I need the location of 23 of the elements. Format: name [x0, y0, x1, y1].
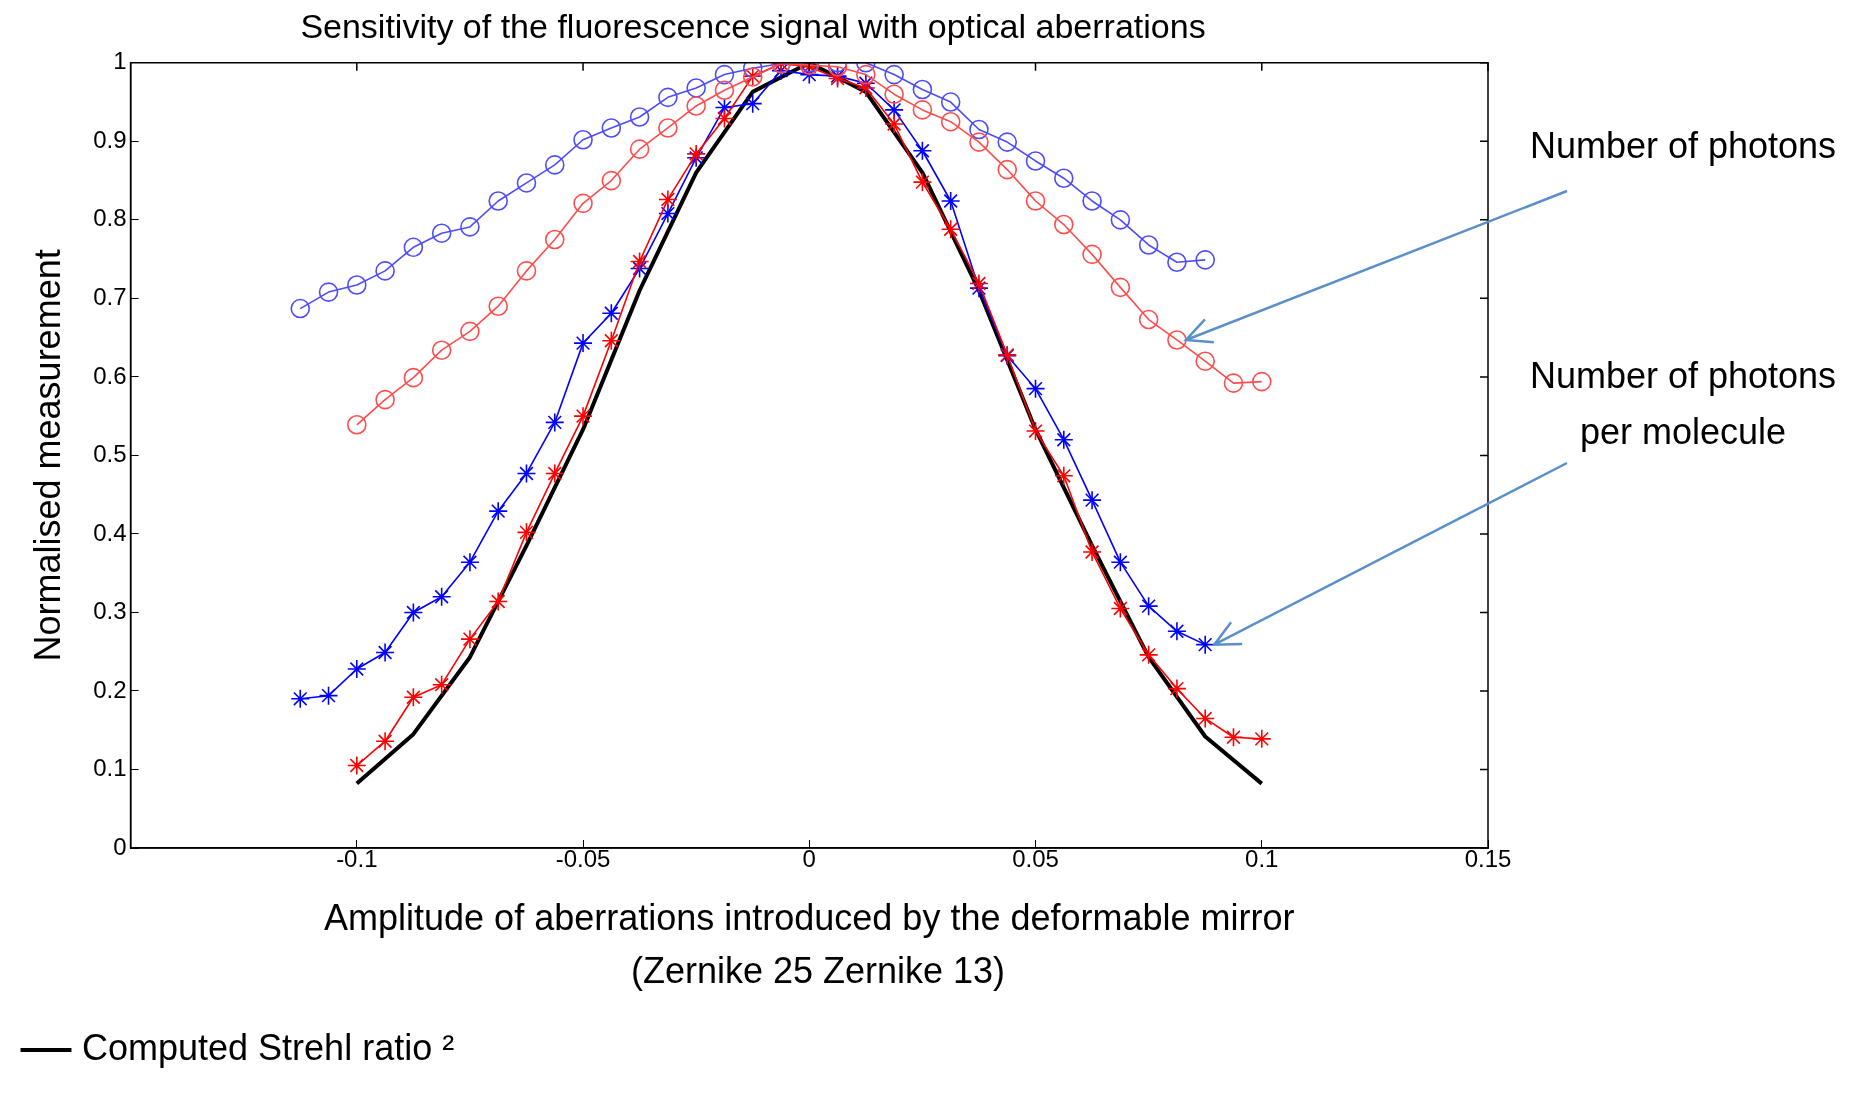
annotation: Number of photons [1528, 124, 1838, 168]
x-tick-label: -0.05 [555, 845, 611, 873]
y-tick-label: 0.4 [93, 518, 127, 546]
x-tick-label: 0.05 [1012, 845, 1059, 873]
legend-label: Computed Strehl ratio ² [82, 1026, 455, 1068]
x-tick-label: 0.15 [1464, 845, 1512, 873]
y-tick-label: 0.2 [93, 675, 127, 703]
x-tick-label: -0.1 [336, 845, 378, 873]
y-tick-label: 0.7 [93, 282, 127, 310]
annotation: Number of photons per molecule [1528, 354, 1838, 454]
y-tick-label: 1 [113, 47, 127, 75]
y-tick-label: 0.1 [93, 754, 127, 782]
text: (Zernike 25 Zernike 13) [629, 949, 1007, 993]
x-tick-label: 0.1 [1245, 845, 1279, 873]
y-tick-label: 0.9 [93, 125, 127, 153]
y-axis-title: Normalised measurement [26, 249, 68, 662]
y-tick-label: 0.8 [93, 204, 127, 232]
chart-title: Sensitivity of the fluorescence signal with optical aberrations [300, 6, 1206, 45]
y-tick-label: 0.3 [93, 597, 127, 625]
y-tick-label: 0.5 [93, 440, 127, 468]
x-axis-title: Amplitude of aberrations introduced by the deformable mirror [324, 897, 1295, 939]
y-tick-label: 0.6 [93, 361, 127, 389]
x-tick-label: 0 [802, 845, 816, 873]
